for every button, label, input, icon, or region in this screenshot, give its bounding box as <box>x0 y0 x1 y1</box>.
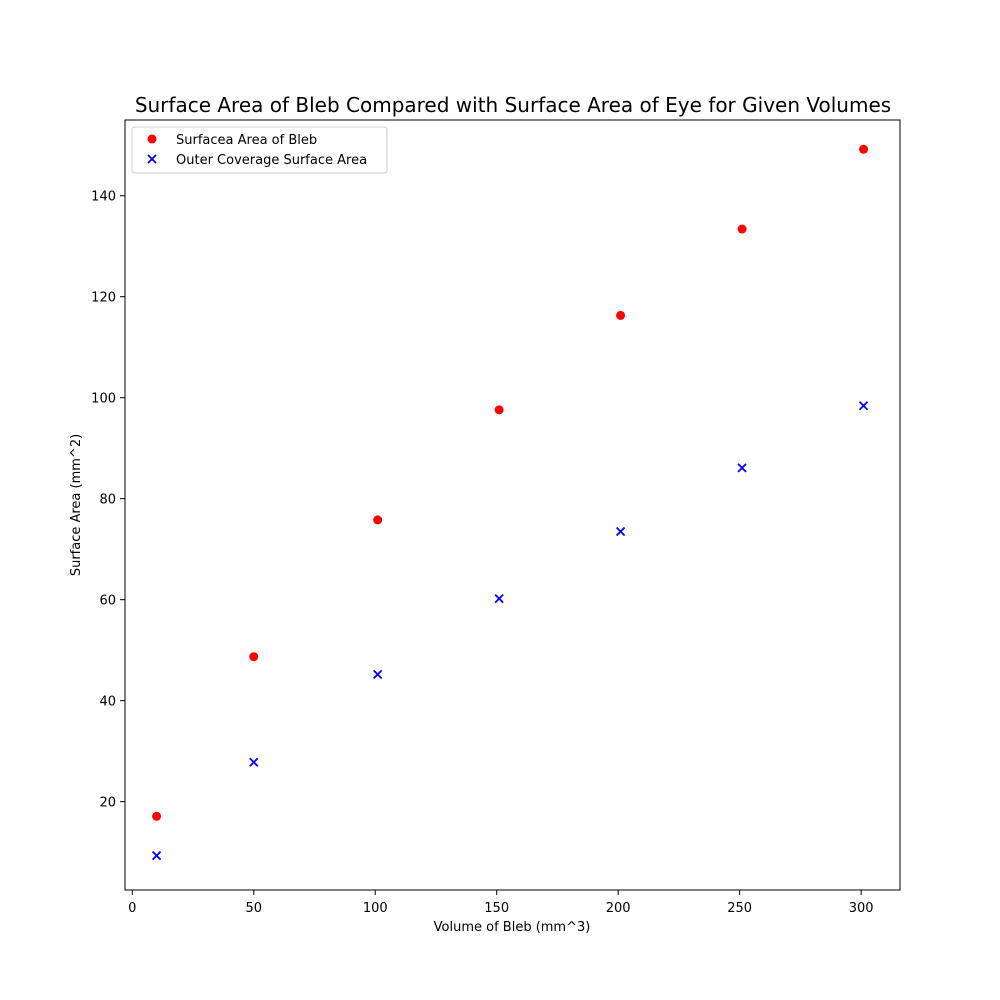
bleb-surface-point <box>249 652 259 662</box>
bleb-surface-point <box>859 144 869 154</box>
y-axis-ticks: 20 40 60 80 100 120 140 <box>91 190 125 811</box>
x-tick-label: 0 <box>128 901 136 916</box>
bleb-surface-point <box>152 811 162 821</box>
y-tick-label: 100 <box>91 392 116 407</box>
outer-coverage-point <box>249 757 259 767</box>
outer-coverage-point <box>494 594 504 604</box>
x-tick-label: 300 <box>849 901 874 916</box>
legend-label-bleb: Surfacea Area of Bleb <box>176 133 317 148</box>
bleb-surface-point <box>494 405 504 415</box>
legend-marker-red-circle <box>147 134 157 144</box>
outer-coverage-point <box>373 669 383 680</box>
x-tick-label: 150 <box>484 901 509 916</box>
legend-marker-blue-x <box>147 154 157 164</box>
x-tick-label: 100 <box>363 901 388 916</box>
outer-coverage-point <box>615 526 626 537</box>
chart-title: Surface Area of Bleb Compared with Surfa… <box>135 93 891 117</box>
y-axis-label: Surface Area (mm^2) <box>69 434 84 576</box>
legend-symbol-x <box>147 154 157 164</box>
y-tick-label: 120 <box>91 291 116 306</box>
x-axis-label: Volume of Bleb (mm^3) <box>434 920 591 935</box>
outer-coverage-point <box>858 401 869 411</box>
outer-coverage-point <box>151 851 162 861</box>
legend: Surfacea Area of Bleb Outer Coverage Sur… <box>131 126 388 174</box>
y-tick-label: 140 <box>91 190 116 205</box>
bleb-surface-point <box>373 515 383 525</box>
x-tick-label: 50 <box>245 901 262 916</box>
legend-symbol-circle <box>147 134 157 144</box>
legend-label-outer-coverage: Outer Coverage Surface Area <box>176 153 367 168</box>
legend-box <box>131 126 388 174</box>
x-tick-label: 250 <box>727 901 752 916</box>
y-tick-label: 80 <box>99 493 116 508</box>
data-points <box>151 144 869 861</box>
plot-area <box>124 119 901 891</box>
outer-coverage-point <box>737 463 747 473</box>
bleb-surface-point <box>616 310 626 320</box>
y-tick-label: 60 <box>99 594 116 609</box>
x-tick-label: 200 <box>606 901 631 916</box>
bleb-surface-point <box>737 224 747 234</box>
x-axis-ticks: 0 50 100 150 200 250 300 <box>128 890 874 916</box>
y-tick-label: 40 <box>99 695 116 710</box>
y-tick-label: 20 <box>99 796 116 811</box>
